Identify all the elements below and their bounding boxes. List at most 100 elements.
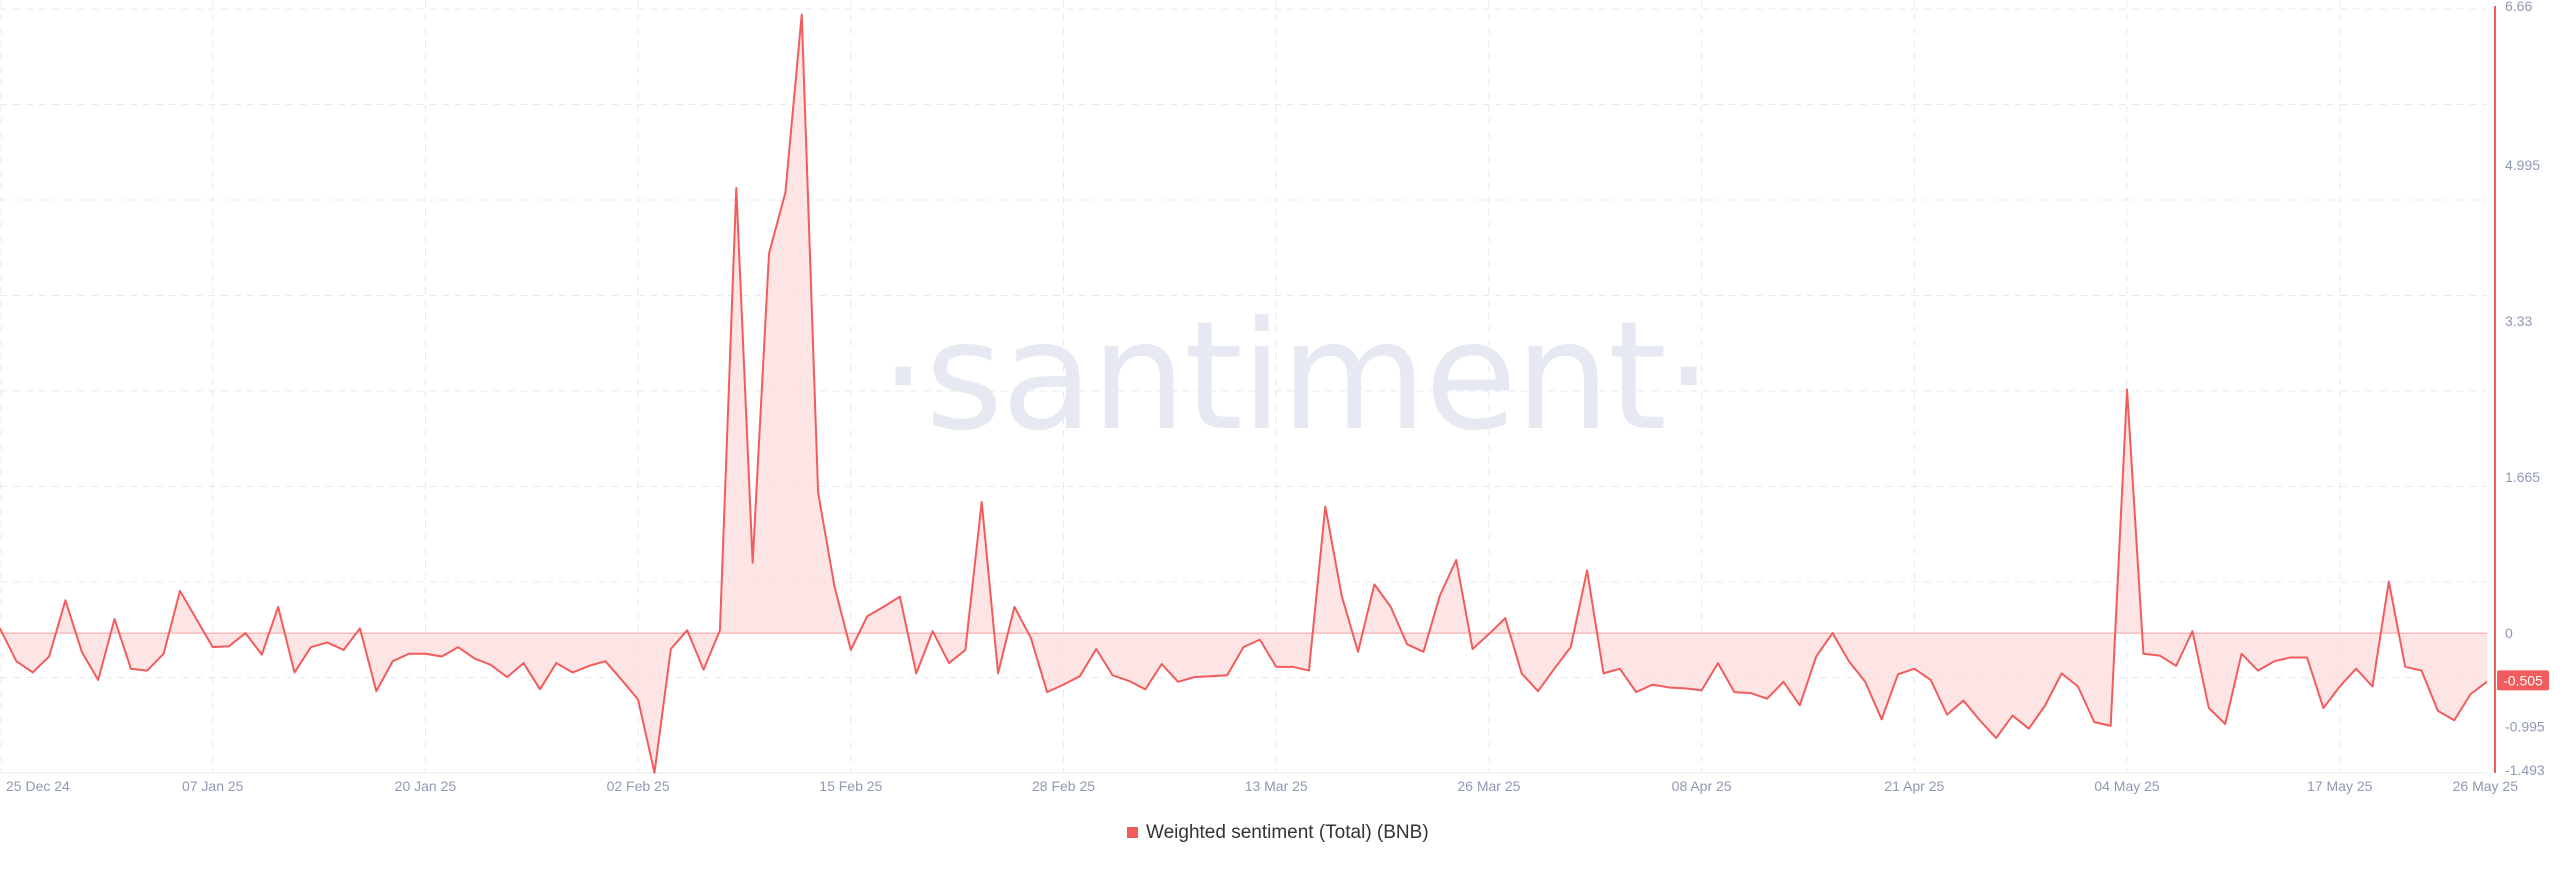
data-point[interactable] <box>620 678 624 682</box>
data-point[interactable] <box>260 652 264 656</box>
data-point[interactable] <box>2256 668 2260 672</box>
data-point[interactable] <box>587 664 591 668</box>
data-point[interactable] <box>178 589 182 593</box>
data-point[interactable] <box>325 640 329 644</box>
data-point[interactable] <box>1225 673 1229 677</box>
data-point[interactable] <box>423 652 427 656</box>
data-point[interactable] <box>538 687 542 691</box>
data-point[interactable] <box>783 190 787 194</box>
data-point[interactable] <box>1405 642 1409 646</box>
series-line[interactable] <box>0 13 2488 774</box>
data-point[interactable] <box>832 584 836 588</box>
data-point[interactable] <box>2485 680 2489 684</box>
data-point[interactable] <box>63 598 67 602</box>
data-point[interactable] <box>1389 605 1393 609</box>
data-point[interactable] <box>2452 718 2456 722</box>
data-point[interactable] <box>1601 671 1605 675</box>
data-point[interactable] <box>227 644 231 648</box>
data-point[interactable] <box>2387 579 2391 583</box>
data-point[interactable] <box>276 605 280 609</box>
data-point[interactable] <box>1699 688 1703 692</box>
legend-label[interactable]: Weighted sentiment (Total) (BNB) <box>1146 822 1429 843</box>
data-point[interactable] <box>1585 568 1589 572</box>
data-point[interactable] <box>1978 718 1982 722</box>
data-point[interactable] <box>2174 664 2178 668</box>
data-point[interactable] <box>2468 692 2472 696</box>
data-point[interactable] <box>292 670 296 674</box>
data-point[interactable] <box>554 661 558 665</box>
data-point[interactable] <box>1683 686 1687 690</box>
data-point[interactable] <box>603 659 607 663</box>
data-point[interactable] <box>390 659 394 663</box>
data-point[interactable] <box>2354 667 2358 671</box>
data-point[interactable] <box>2125 387 2129 391</box>
data-point[interactable] <box>1994 736 1998 740</box>
data-point[interactable] <box>1274 665 1278 669</box>
data-point[interactable] <box>1454 558 1458 562</box>
data-point[interactable] <box>14 659 18 663</box>
data-point[interactable] <box>1307 668 1311 672</box>
data-point[interactable] <box>980 500 984 504</box>
data-point[interactable] <box>407 652 411 656</box>
data-point[interactable] <box>652 771 656 775</box>
data-point[interactable] <box>2321 706 2325 710</box>
data-point[interactable] <box>1732 690 1736 694</box>
data-point[interactable] <box>734 186 738 190</box>
data-point[interactable] <box>194 617 198 621</box>
data-point[interactable] <box>521 661 525 665</box>
data-point[interactable] <box>750 561 754 565</box>
data-point[interactable] <box>1110 673 1114 677</box>
data-point[interactable] <box>2305 655 2309 659</box>
data-point[interactable] <box>2419 668 2423 672</box>
data-point[interactable] <box>914 671 918 675</box>
data-point[interactable] <box>947 661 951 665</box>
data-point[interactable] <box>472 656 476 660</box>
data-point[interactable] <box>1912 667 1916 671</box>
data-point[interactable] <box>1241 645 1245 649</box>
data-point[interactable] <box>1192 675 1196 679</box>
data-point[interactable] <box>440 654 444 658</box>
data-point[interactable] <box>570 670 574 674</box>
data-point[interactable] <box>2370 684 2374 688</box>
data-point[interactable] <box>1830 631 1834 635</box>
data-point[interactable] <box>685 628 689 632</box>
data-point[interactable] <box>1356 650 1360 654</box>
data-point[interactable] <box>1061 682 1065 686</box>
data-point[interactable] <box>1781 680 1785 684</box>
data-point[interactable] <box>374 689 378 693</box>
data-point[interactable] <box>1929 678 1933 682</box>
data-point[interactable] <box>1863 680 1867 684</box>
data-point[interactable] <box>1012 605 1016 609</box>
data-point[interactable] <box>309 645 313 649</box>
data-point[interactable] <box>1438 593 1442 597</box>
data-point[interactable] <box>2239 652 2243 656</box>
data-point[interactable] <box>816 490 820 494</box>
data-point[interactable] <box>1421 650 1425 654</box>
data-point[interactable] <box>112 617 116 621</box>
data-point[interactable] <box>930 629 934 633</box>
data-point[interactable] <box>1536 689 1540 693</box>
data-point[interactable] <box>211 645 215 649</box>
data-point[interactable] <box>145 668 149 672</box>
data-point[interactable] <box>1879 717 1883 721</box>
data-point[interactable] <box>1143 687 1147 691</box>
data-point[interactable] <box>2076 684 2080 688</box>
data-point[interactable] <box>2059 671 2063 675</box>
data-point[interactable] <box>161 652 165 656</box>
data-point[interactable] <box>1814 654 1818 658</box>
data-point[interactable] <box>1029 636 1033 640</box>
data-point[interactable] <box>1470 647 1474 651</box>
data-point[interactable] <box>2092 720 2096 724</box>
data-point[interactable] <box>2272 659 2276 663</box>
data-point[interactable] <box>718 628 722 632</box>
data-point[interactable] <box>1487 632 1491 636</box>
data-point[interactable] <box>2403 665 2407 669</box>
data-point[interactable] <box>1209 674 1213 678</box>
data-point[interactable] <box>2223 722 2227 726</box>
data-point[interactable] <box>2436 709 2440 713</box>
data-point[interactable] <box>1634 690 1638 694</box>
data-point[interactable] <box>1372 582 1376 586</box>
data-point[interactable] <box>341 648 345 652</box>
data-point[interactable] <box>1290 665 1294 669</box>
data-point[interactable] <box>1650 682 1654 686</box>
